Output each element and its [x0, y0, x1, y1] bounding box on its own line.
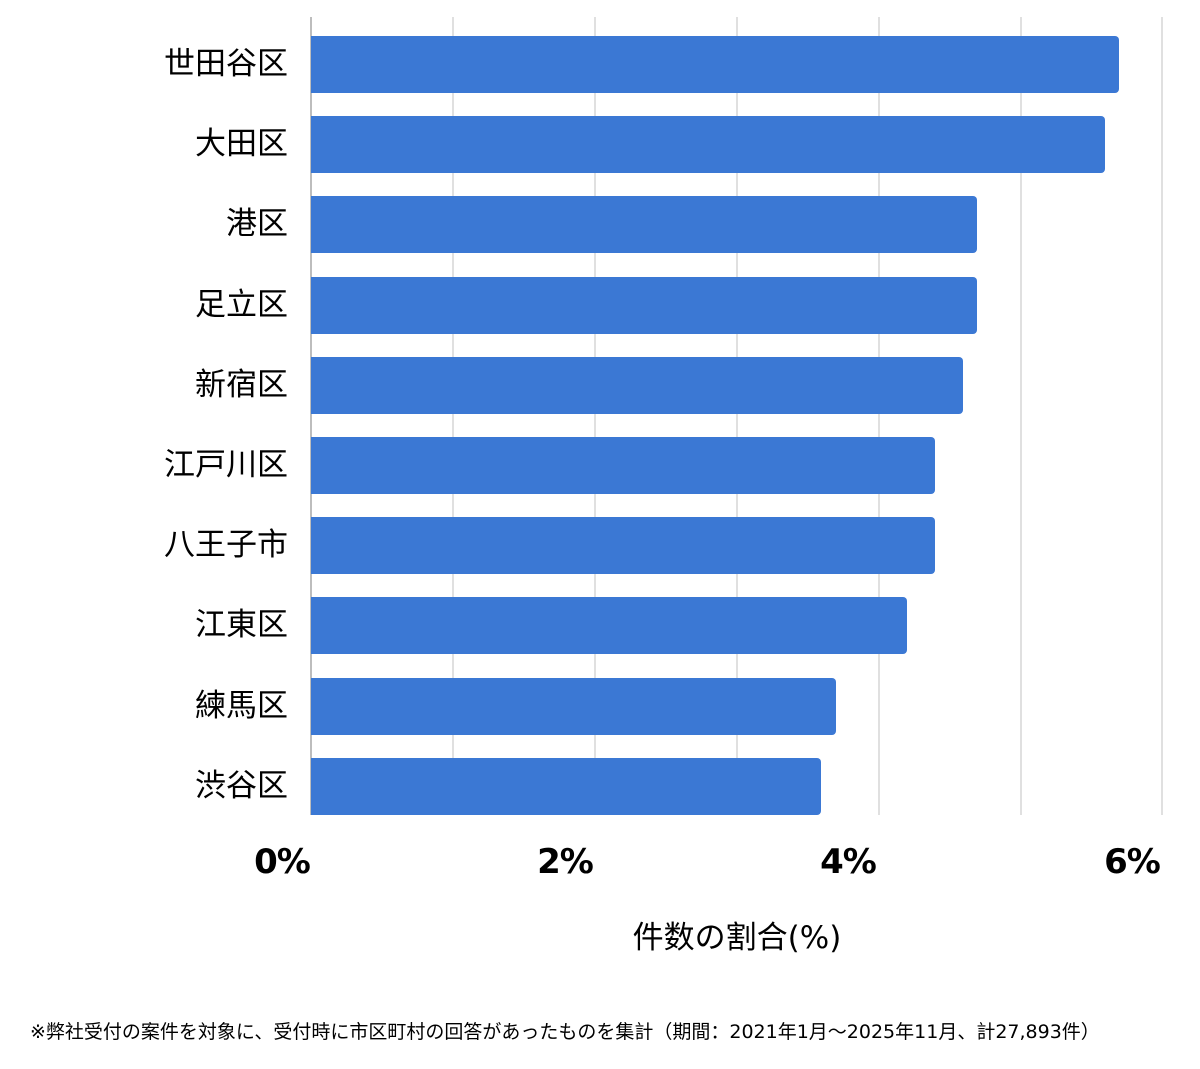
gridline [452, 17, 454, 815]
bar [311, 678, 836, 735]
bar [311, 758, 821, 815]
bar [311, 597, 907, 654]
x-tick-label: 4% [820, 842, 877, 882]
category-label: 江東区 [195, 607, 288, 643]
gridline [1020, 17, 1022, 815]
category-label: 新宿区 [195, 367, 288, 403]
x-tick-label: 6% [1104, 842, 1161, 882]
bar [311, 116, 1105, 173]
category-label: 足立区 [195, 287, 288, 323]
category-label: 江戸川区 [164, 447, 288, 483]
bar [311, 357, 963, 414]
x-tick-label: 0% [254, 842, 311, 882]
category-label: 八王子市 [164, 527, 288, 563]
bar [311, 517, 935, 574]
category-label: 大田区 [195, 126, 288, 162]
gridline [1161, 17, 1163, 815]
gridline [878, 17, 880, 815]
category-label: 渋谷区 [195, 768, 288, 804]
bar [311, 437, 935, 494]
x-tick-label: 2% [537, 842, 594, 882]
footnote: ※弊社受付の案件を対象に、受付時に市区町村の回答があったものを集計（期間：202… [30, 1021, 1100, 1043]
category-label: 練馬区 [195, 688, 288, 724]
gridline [594, 17, 596, 815]
gridline [736, 17, 738, 815]
bar [311, 277, 977, 334]
y-axis-line [310, 17, 312, 815]
bar [311, 36, 1119, 93]
category-label: 世田谷区 [164, 46, 288, 82]
x-axis-title: 件数の割合(%) [632, 920, 842, 956]
bar-chart: 世田谷区大田区港区足立区新宿区江戸川区八王子市江東区練馬区渋谷区 0% 2% 4… [164, 17, 1163, 882]
bar [311, 196, 977, 253]
category-label: 港区 [226, 206, 288, 242]
